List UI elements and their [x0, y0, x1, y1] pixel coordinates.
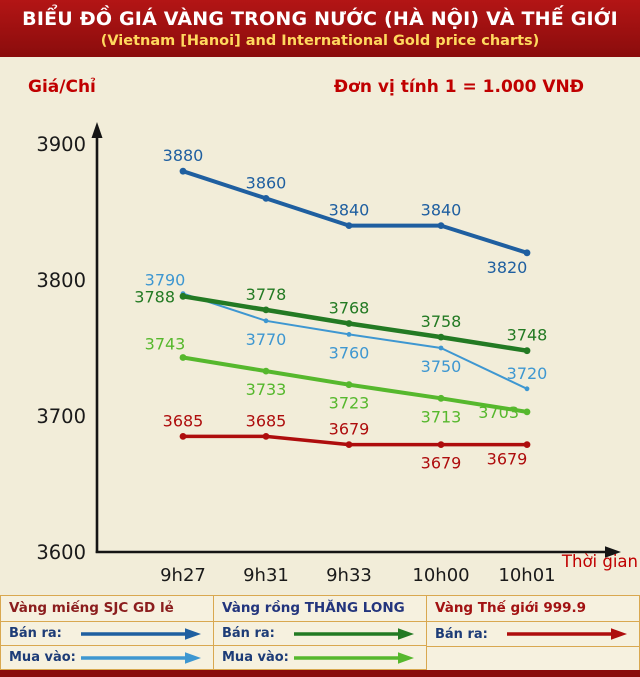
data-point [437, 394, 445, 402]
data-label: 3750 [421, 357, 462, 376]
data-label: 3758 [421, 312, 462, 331]
legend-item-label: Mua vào: [222, 650, 289, 665]
legend-group-sjc: Vàng miếng SJC GD lẻ Bán ra: Mua vào: [0, 596, 214, 670]
x-tick-label: 10h01 [498, 565, 555, 586]
price-unit-label: Đơn vị tính 1 = 1.000 VNĐ [333, 77, 584, 97]
page-title: BIỂU ĐỒ GIÁ VÀNG TRONG NƯỚC (HÀ NỘI) VÀ … [22, 8, 618, 30]
data-point [179, 167, 187, 175]
data-point [438, 345, 444, 351]
y-axis-arrow [91, 122, 103, 138]
y-axis-unit-label: Giá/Chỉ [28, 77, 96, 97]
y-tick-label: 3600 [36, 541, 86, 564]
data-point [437, 222, 445, 229]
data-label: 3679 [329, 420, 370, 439]
data-label: 3770 [246, 330, 287, 349]
data-point [262, 306, 270, 314]
legend-group-title: Vàng Thế giới 999.9 [427, 596, 639, 622]
data-point [524, 386, 530, 392]
data-label: 3723 [329, 394, 370, 413]
y-tick-label: 3700 [36, 405, 86, 428]
data-label: 3840 [329, 201, 370, 220]
data-point [179, 292, 187, 300]
legend-item-sjc-buy: Mua vào: [1, 646, 213, 670]
data-point [346, 332, 352, 337]
legend-group-title: Vàng miếng SJC GD lẻ [1, 596, 213, 622]
page-subtitle: (Vietnam [Hanoi] and International Gold … [100, 33, 540, 49]
data-label: 3760 [329, 343, 370, 362]
legend-group-thanglong: Vàng rồng THĂNG LONG Bán ra: Mua vào: [214, 596, 427, 670]
y-tick-label: 3900 [36, 133, 86, 156]
bottom-bar [0, 670, 640, 677]
x-axis-title: Thời gian [561, 552, 638, 571]
x-axis-arrow [605, 546, 621, 558]
data-label: 3720 [507, 364, 548, 383]
y-tick-label: 3800 [36, 269, 86, 292]
legend-item-tl-sell: Bán ra: [214, 622, 426, 646]
legend-item-label: Mua vào: [9, 650, 76, 665]
data-label: 3788 [134, 287, 175, 306]
line-arrow-icon [81, 651, 201, 664]
data-label: 3703 [478, 403, 519, 422]
data-label: 3679 [487, 450, 528, 469]
legend-item-sjc-sell: Bán ra: [1, 622, 213, 646]
data-point [523, 249, 531, 257]
legend-item-label: Bán ra: [222, 626, 275, 641]
data-label: 3880 [163, 146, 204, 165]
legend-empty-cell [427, 647, 639, 670]
data-point [345, 381, 353, 389]
line-arrow-icon [81, 627, 201, 640]
line-arrow-icon [294, 651, 414, 664]
data-point [345, 441, 353, 448]
data-point [345, 222, 353, 229]
data-label: 3820 [487, 258, 528, 277]
legend-group-title: Vàng rồng THĂNG LONG [214, 596, 426, 622]
data-point [437, 441, 445, 448]
data-label: 3768 [329, 299, 370, 318]
data-label: 3748 [507, 326, 548, 345]
data-label: 3685 [246, 411, 287, 430]
line-arrow-icon [507, 628, 627, 640]
data-point [262, 367, 270, 375]
x-tick-label: 10h00 [412, 565, 469, 586]
data-label: 3778 [246, 285, 287, 304]
data-point [179, 433, 187, 440]
data-label: 3840 [421, 201, 462, 220]
data-point [523, 408, 531, 416]
data-label: 3679 [421, 454, 462, 473]
chart-meta-row: Giá/Chỉ Đơn vị tính 1 = 1.000 VNĐ [0, 57, 640, 105]
header: BIỂU ĐỒ GIÁ VÀNG TRONG NƯỚC (HÀ NỘI) VÀ … [0, 0, 640, 57]
data-label: 3743 [145, 335, 186, 354]
data-point [437, 333, 445, 341]
legend-item-label: Bán ra: [435, 626, 488, 642]
legend: Vàng miếng SJC GD lẻ Bán ra: Mua vào: Và… [0, 595, 640, 670]
data-label: 3685 [163, 411, 204, 430]
data-point [263, 318, 269, 324]
x-tick-label: 9h27 [160, 565, 206, 586]
data-point [262, 195, 270, 202]
legend-item-tl-buy: Mua vào: [214, 646, 426, 670]
data-point [523, 441, 531, 448]
data-label: 3860 [246, 173, 287, 192]
data-point [523, 347, 531, 355]
x-tick-label: 9h33 [326, 565, 372, 586]
data-point [262, 433, 270, 440]
gold-price-line-chart: 3900 3800 3700 3600 9h27 9h31 9h33 10h00 10h01 Th… [36, 122, 638, 586]
legend-item-label: Bán ra: [9, 626, 62, 641]
legend-item-world-sell: Bán ra: [427, 622, 639, 647]
x-tick-label: 9h31 [243, 565, 289, 586]
data-point [345, 320, 353, 327]
legend-group-world: Vàng Thế giới 999.9 Bán ra: [427, 596, 640, 670]
line-arrow-icon [294, 627, 414, 640]
data-point [179, 354, 187, 361]
data-label: 3790 [145, 271, 186, 290]
data-label: 3733 [246, 380, 287, 399]
data-label: 3713 [421, 407, 462, 426]
